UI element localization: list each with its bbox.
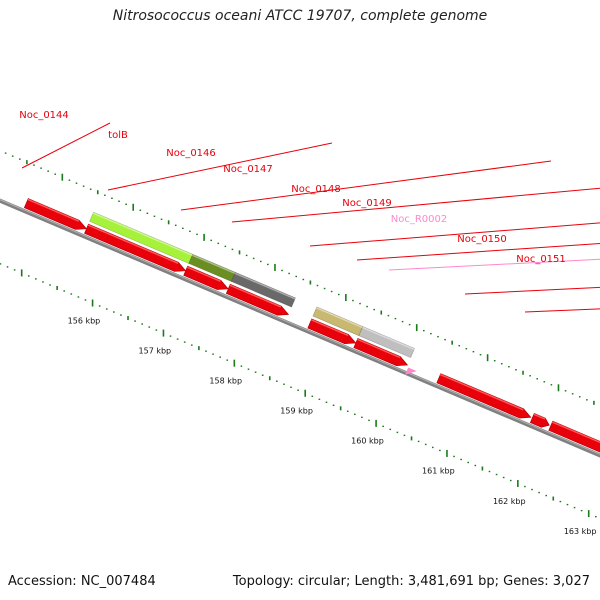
accession-text: Accession: NC_007484 <box>8 574 156 589</box>
gene-label-noc-0150: Noc_0150 <box>457 234 507 245</box>
gene-noc-0144-highlight <box>27 198 80 222</box>
scale-tick-label: 161 kbp <box>422 467 455 476</box>
shaded-bar-highlight <box>234 272 296 300</box>
scale-tick-label: 162 kbp <box>493 497 526 506</box>
gene-label-noc-0149: Noc_0149 <box>342 198 392 209</box>
scale-tick-label: 157 kbp <box>139 346 172 355</box>
gene-noc-0151 <box>548 420 600 453</box>
gene-label-noc-0147: Noc_0147 <box>223 164 273 175</box>
gene-label-layer: 156 kbp 157 kbp 158 kbp 159 kbp 160 kbp 161 k… <box>19 110 600 536</box>
gene-tolb <box>84 223 187 272</box>
gene-noc-0147-highlight <box>229 284 282 308</box>
tick-layer <box>0 152 597 518</box>
leader-line-noc-0149 <box>356 243 600 261</box>
gene-noc-0146-highlight <box>186 266 221 282</box>
gene-label-noc-r0002: Noc_R0002 <box>391 214 448 225</box>
gene-label-noc-0148: Noc_0148 <box>291 184 341 195</box>
gene-noc-0149 <box>353 338 409 367</box>
leader-line-noc-0148 <box>309 222 600 247</box>
gene-noc-0147 <box>225 283 290 316</box>
leader-line-tolb <box>107 142 333 191</box>
shaded-bar-highlight <box>362 326 415 351</box>
scale-tick-label: 158 kbp <box>209 376 242 385</box>
map-title: Nitrosococcus oceani ATCC 19707, complet… <box>112 8 488 24</box>
gene-small-cds-highlight <box>533 413 546 420</box>
genome-backbone <box>0 198 600 458</box>
leader-line-noc-0144 <box>21 122 111 169</box>
gene-noc-0148-highlight <box>310 319 349 337</box>
gene-label-noc-0146: Noc_0146 <box>166 148 216 159</box>
leader-line-noc-0146 <box>180 160 552 211</box>
gene-label-noc-0144: Noc_0144 <box>19 110 69 121</box>
gene-noc-0151-highlight <box>551 421 600 444</box>
gene-layer <box>23 198 600 453</box>
gene-noc-0150 <box>436 373 532 419</box>
leader-line-noc-0147 <box>231 187 600 223</box>
gene-tolb-highlight <box>87 224 179 264</box>
scale-tick-label: 160 kbp <box>351 437 384 446</box>
scale-tick-label: 156 kbp <box>68 316 101 325</box>
shaded-bar-highlight <box>92 212 193 256</box>
shaded-bar-layer <box>89 211 415 358</box>
genome-summary-text: Topology: circular; Length: 3,481,691 bp… <box>232 574 590 589</box>
gene-small-cds <box>529 413 550 428</box>
gene-noc-0146 <box>183 265 229 290</box>
gene-noc-0144 <box>23 198 88 230</box>
gene-label-noc-0151: Noc_0151 <box>516 254 566 265</box>
rna-noc-r0002 <box>405 367 417 375</box>
gene-noc-0148 <box>307 318 357 345</box>
scale-tick-label: 163 kbp <box>564 527 597 536</box>
backbone-layer <box>0 198 600 458</box>
leader-line-noc-r0002 <box>388 258 600 271</box>
shaded-bar-highlight <box>192 254 236 274</box>
shaded-bar <box>230 271 296 308</box>
gene-noc-0150-highlight <box>439 373 524 411</box>
scale-tick-label: 159 kbp <box>280 407 313 416</box>
shaded-bar <box>358 326 415 358</box>
gene-noc-0149-highlight <box>357 338 401 359</box>
gene-label-tolb: tolB <box>108 130 128 141</box>
genome-backbone-highlight <box>0 199 600 455</box>
shaded-bar-highlight <box>316 307 363 329</box>
